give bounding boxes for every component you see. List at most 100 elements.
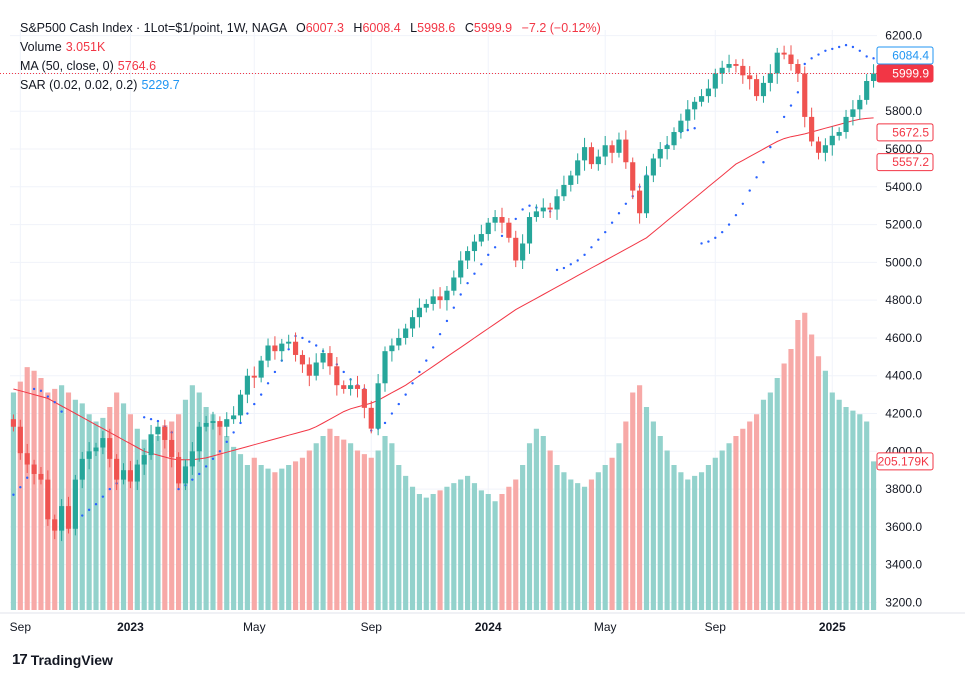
y-tick-label: 5000.0 <box>885 255 922 269</box>
volume-bar <box>396 465 402 610</box>
volume-bar <box>857 414 863 610</box>
volume-bar <box>705 465 711 610</box>
ma-badge-b-label: 5557.2 <box>892 155 929 169</box>
legend-price-row: S&P500 Cash Index · 1Lot=$1/point, 1W, N… <box>20 19 601 38</box>
tradingview-brand[interactable]: 17 TradingView <box>12 651 113 668</box>
volume-bar <box>272 472 278 610</box>
chart-legend: S&P500 Cash Index · 1Lot=$1/point, 1W, N… <box>20 19 601 95</box>
volume-bar <box>348 443 354 610</box>
price-badges: 6084.4 5999.9 5672.5 5557.2 205.179K <box>876 46 934 471</box>
ma-value: 5764.6 <box>117 59 157 73</box>
volume-bar <box>299 457 306 610</box>
volume-bar <box>478 490 484 610</box>
sar-dot <box>700 242 703 245</box>
candle-body <box>279 343 285 352</box>
candle-body <box>100 438 106 448</box>
volume-bar <box>664 450 670 610</box>
candle-body <box>10 419 17 427</box>
volume-bar <box>24 367 30 610</box>
sar-dot <box>562 266 566 270</box>
candle-body <box>327 353 333 367</box>
candle-body <box>65 506 72 529</box>
sar-dot <box>824 49 827 52</box>
volume-bar <box>781 363 787 610</box>
sar-badge-box <box>876 46 934 65</box>
volume-bar <box>237 454 244 610</box>
sar-badge-label: 6084.4 <box>892 49 929 63</box>
candle-body <box>870 73 877 82</box>
volume-bar <box>451 483 457 610</box>
candle-body <box>506 222 512 238</box>
candle-body <box>795 64 801 74</box>
candle-body <box>719 67 725 74</box>
volume-value: 3.051K <box>65 40 106 54</box>
volume-bar <box>416 494 422 610</box>
volume-bar <box>602 465 608 610</box>
volume-bar <box>182 399 189 610</box>
volume-bar <box>740 428 746 610</box>
candle-body <box>79 458 85 480</box>
candle-body <box>24 453 30 465</box>
volume-bar <box>382 436 388 610</box>
candle-body <box>396 337 402 346</box>
ma-badge-a-label: 5672.5 <box>892 125 929 139</box>
volume-bar <box>389 443 395 610</box>
sar-dot <box>707 240 710 243</box>
sar-dot <box>796 91 800 94</box>
sar-dot <box>239 421 242 425</box>
y-tick-label: 6200.0 <box>885 29 922 43</box>
candle-body <box>437 296 443 301</box>
sar-dot <box>211 457 215 461</box>
candle-body <box>609 145 615 153</box>
sar-dot <box>273 370 277 374</box>
sar-dot <box>610 221 614 224</box>
sar-dot <box>101 495 105 498</box>
candle-body <box>169 439 175 457</box>
candle-body <box>774 52 780 74</box>
volume-bar <box>540 436 546 610</box>
sar-dot <box>218 450 222 453</box>
volume-bar <box>526 443 533 610</box>
sar-dot <box>597 238 600 241</box>
y-tick-label: 5600.0 <box>885 142 922 156</box>
candle-body <box>650 158 656 176</box>
sar-dot <box>734 213 738 217</box>
ma-line-path <box>13 117 874 461</box>
candle-body <box>595 156 601 165</box>
sar-dot <box>149 417 153 421</box>
sar-dot <box>514 217 517 221</box>
volume-bar <box>774 378 780 610</box>
volume-bar <box>499 494 505 610</box>
volume-bar <box>354 450 361 610</box>
volume-bar <box>595 472 601 610</box>
candle-body <box>815 141 822 153</box>
volume-bar <box>231 446 237 610</box>
ohlc-low: L5998.6 <box>410 21 456 35</box>
x-tick-label: Sep <box>361 620 383 634</box>
candle-body <box>602 145 608 157</box>
volume-bar <box>155 436 161 610</box>
sar-dot <box>246 412 249 415</box>
y-tick-label: 3800.0 <box>885 482 922 496</box>
candle-body <box>38 473 44 480</box>
volume-bar <box>458 479 464 610</box>
candle-body <box>444 290 450 301</box>
volume-bar <box>409 486 416 610</box>
sar-dot <box>500 234 504 238</box>
candle-body <box>657 149 663 159</box>
sar-dot <box>431 346 435 349</box>
volume-bar <box>822 370 828 610</box>
candle-body <box>334 366 340 386</box>
volume-bar <box>375 450 381 610</box>
volume-bar <box>93 421 99 610</box>
sar-dot <box>865 55 868 58</box>
sar-dot <box>748 189 751 192</box>
candle-body <box>141 455 147 465</box>
candle-body <box>526 217 533 244</box>
volume-bar <box>864 421 870 610</box>
candle-body <box>760 82 767 97</box>
candle-body <box>196 426 202 452</box>
volume-bar <box>513 479 519 610</box>
candle-body <box>471 241 478 252</box>
